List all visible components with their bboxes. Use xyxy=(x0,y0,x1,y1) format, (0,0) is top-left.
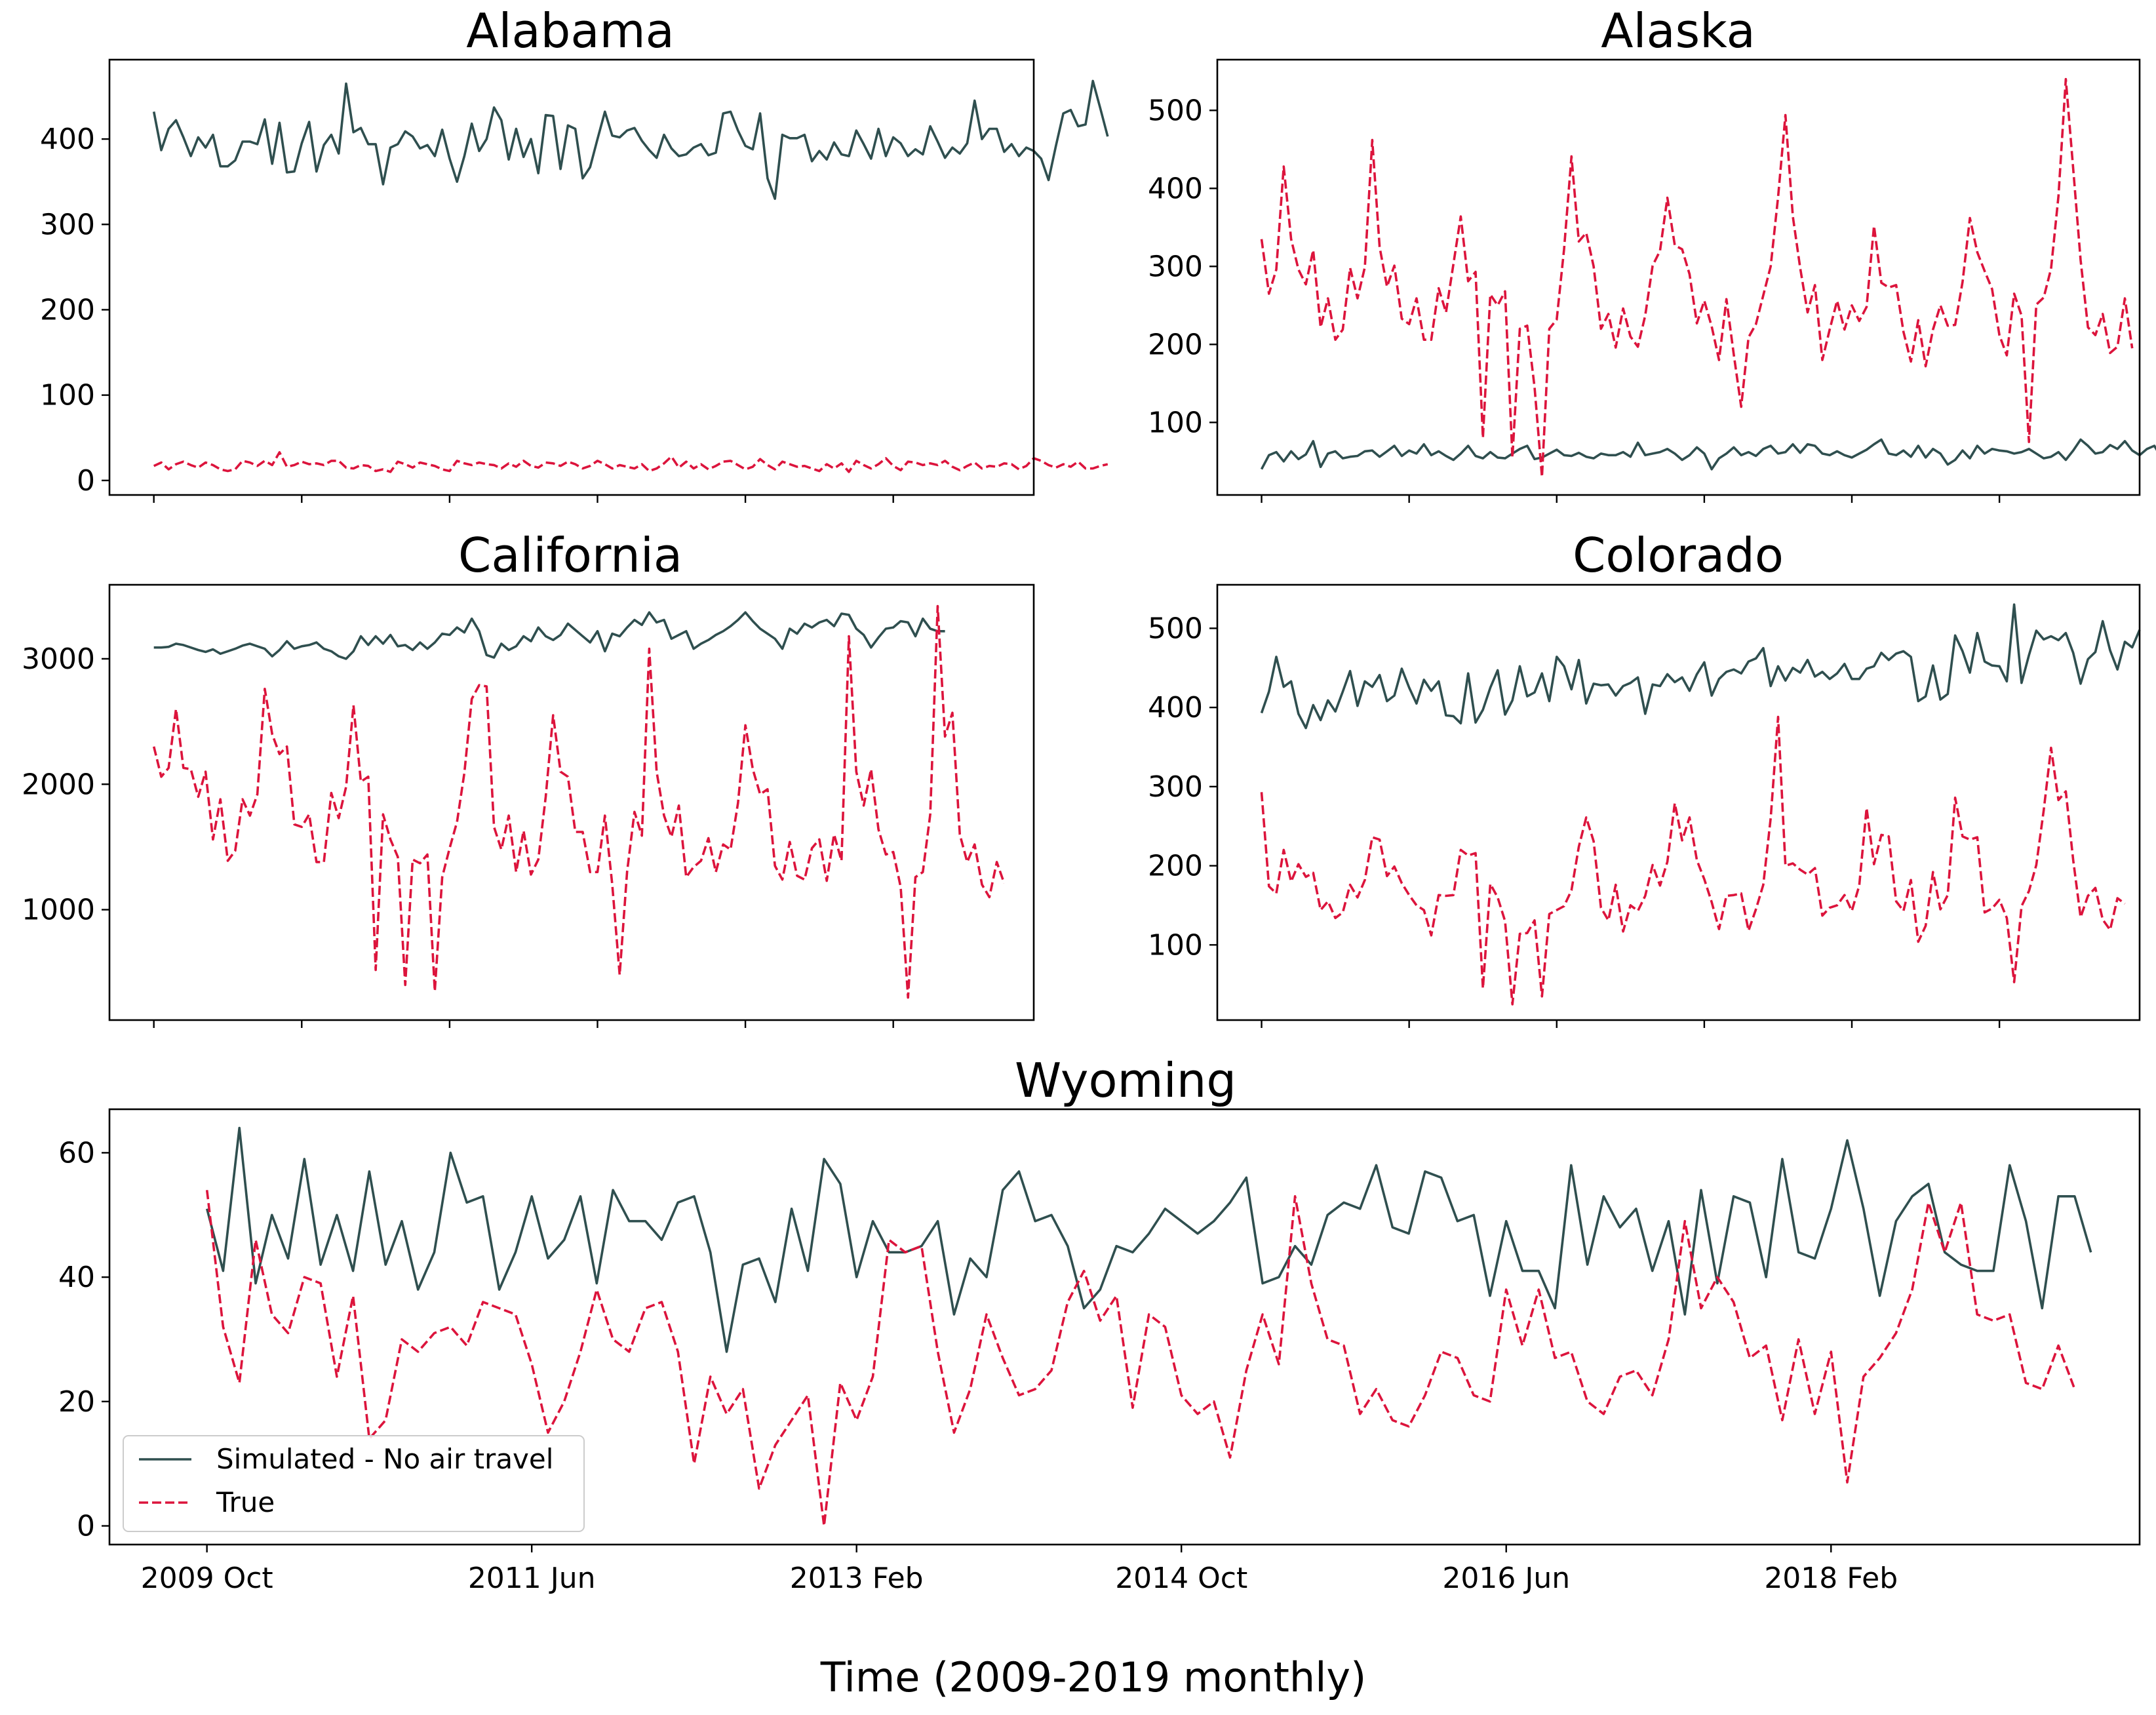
panel-alabama: Alabama 0 100 200 300 400 xyxy=(40,3,1109,503)
simulated-line-alabama xyxy=(152,79,1109,201)
y-tick-label-alabama: 200 xyxy=(40,293,95,326)
y-tick-label-alabama: 0 xyxy=(77,464,95,498)
y-tick-label-wyoming: 0 xyxy=(77,1510,95,1543)
y-tick-label-alaska: 500 xyxy=(1148,94,1203,127)
y-tick-label-alaska: 400 xyxy=(1148,172,1203,205)
legend-label-simulated: Simulated - No air travel xyxy=(216,1443,553,1475)
x-tick-label-wyoming: 2013 Feb xyxy=(790,1562,924,1595)
panel-california: California 1000 2000 3000 xyxy=(22,528,1035,1028)
x-tick-label-wyoming: 2009 Oct xyxy=(141,1562,273,1595)
y-tick-label-alabama: 100 xyxy=(40,379,95,412)
legend-box xyxy=(123,1435,585,1532)
y-tick-label-colorado: 500 xyxy=(1148,612,1203,645)
true-line-colorado xyxy=(1260,715,2126,1006)
plot-frame-wyoming xyxy=(108,1108,2141,1546)
figure-x-axis-label: Time (2009-2019 monthly) xyxy=(820,1653,1367,1701)
y-tick-label-alaska: 200 xyxy=(1148,328,1203,361)
y-tick-label-wyoming: 60 xyxy=(58,1136,95,1170)
true-line-wyoming xyxy=(205,1190,2076,1528)
true-line-alaska xyxy=(1260,77,2134,479)
panel-title-california: California xyxy=(458,528,682,583)
y-tick-label-california: 1000 xyxy=(22,894,95,927)
plot-frame-colorado xyxy=(1216,583,2141,1021)
y-tick-label-colorado: 200 xyxy=(1148,850,1203,883)
panel-title-wyoming: Wyoming xyxy=(1015,1053,1236,1108)
plot-frame-california xyxy=(108,583,1035,1021)
y-tick-label-alaska: 300 xyxy=(1148,250,1203,283)
y-tick-label-colorado: 400 xyxy=(1148,691,1203,724)
y-tick-label-wyoming: 40 xyxy=(58,1261,95,1294)
simulated-line-colorado xyxy=(1260,603,2141,730)
panel-title-alaska: Alaska xyxy=(1601,3,1755,58)
x-tick-label-wyoming: 2016 Jun xyxy=(1442,1562,1570,1595)
simulated-line-wyoming xyxy=(205,1126,2092,1353)
panel-title-alabama: Alabama xyxy=(466,3,674,58)
y-tick-label-california: 3000 xyxy=(22,642,95,676)
true-line-california xyxy=(152,604,1006,999)
legend-label-true: True xyxy=(216,1486,275,1518)
legend: Simulated - No air travel True xyxy=(123,1435,585,1532)
plot-frame-alabama xyxy=(108,58,1035,496)
plot-frame-alaska xyxy=(1216,58,2141,496)
x-tick-label-wyoming: 2011 Jun xyxy=(468,1562,596,1595)
simulated-line-california xyxy=(153,611,945,660)
y-tick-label-colorado: 300 xyxy=(1148,770,1203,804)
y-tick-label-california: 2000 xyxy=(22,768,95,801)
y-tick-label-colorado: 100 xyxy=(1148,928,1203,962)
x-tick-label-wyoming: 2018 Feb xyxy=(1764,1562,1898,1595)
panel-colorado: Colorado 100 200 300 400 500 xyxy=(1148,528,2141,1028)
y-tick-label-alabama: 300 xyxy=(40,208,95,241)
panel-wyoming: Wyoming 0 20 40 60 2009 Oct 2011 Jun 2013 Feb 2… xyxy=(58,1053,2141,1595)
panel-title-colorado: Colorado xyxy=(1573,528,1784,583)
y-tick-label-alaska: 100 xyxy=(1148,406,1203,439)
x-tick-label-wyoming: 2014 Oct xyxy=(1115,1562,1247,1595)
y-tick-label-alabama: 400 xyxy=(40,123,95,156)
true-line-alabama xyxy=(153,451,1108,473)
panel-alaska: Alaska 100 200 300 400 500 xyxy=(1148,3,2156,503)
simulated-line-alaska xyxy=(1260,438,2156,471)
y-tick-label-wyoming: 20 xyxy=(58,1385,95,1419)
